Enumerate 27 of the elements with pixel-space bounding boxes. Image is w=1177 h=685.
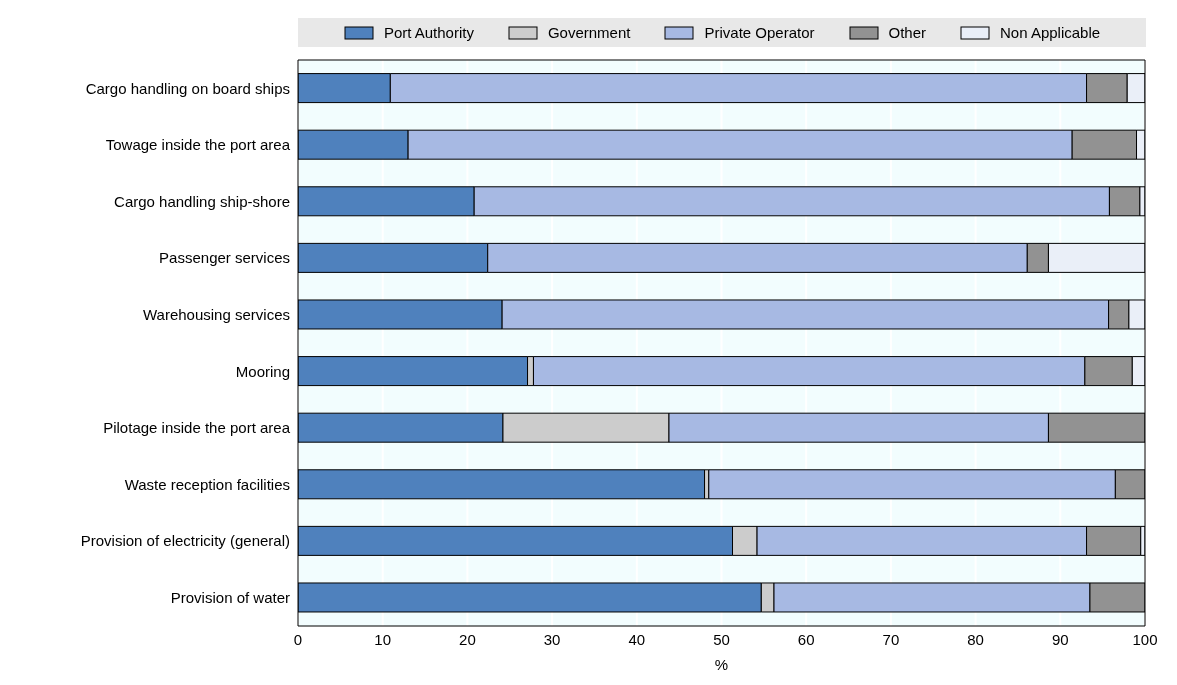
legend-label: Private Operator — [704, 24, 815, 41]
y-tick-label: Cargo handling ship-shore — [114, 192, 290, 210]
x-tick-label: 80 — [967, 630, 984, 648]
y-tick-label: Mooring — [235, 362, 290, 380]
x-tick-label: 30 — [543, 630, 561, 648]
x-tick-label: 10 — [374, 630, 392, 648]
x-tick-label: 0 — [293, 630, 303, 648]
x-tick-label: 20 — [459, 630, 476, 648]
x-tick-label: 40 — [628, 630, 646, 648]
x-tick-label: 70 — [882, 630, 900, 648]
y-tick-label: Warehousing services — [142, 306, 290, 324]
y-tick-label: Passenger services — [159, 249, 290, 267]
y-tick-label: Pilotage inside the port area — [103, 419, 291, 437]
y-tick-label: Waste reception facilities — [124, 475, 290, 493]
x-tick-label: 90 — [1051, 630, 1069, 648]
x-tick-label: 100 — [1132, 630, 1158, 648]
legend-label: Government — [547, 24, 631, 41]
x-tick-label: 60 — [797, 630, 815, 648]
legend-label: Port Authority — [383, 24, 474, 41]
y-tick-label: Towage inside the port area — [105, 136, 291, 154]
x-axis-title: % — [714, 656, 729, 673]
x-tick-label: 50 — [713, 630, 730, 648]
y-tick-label: Provision of water — [170, 589, 290, 607]
y-tick-label: Cargo handling on board ships — [85, 79, 290, 97]
legend-label: Other — [888, 24, 927, 41]
legend-label: Non Applicable — [1000, 24, 1101, 41]
y-tick-label: Provision of electricity (general) — [80, 532, 290, 550]
